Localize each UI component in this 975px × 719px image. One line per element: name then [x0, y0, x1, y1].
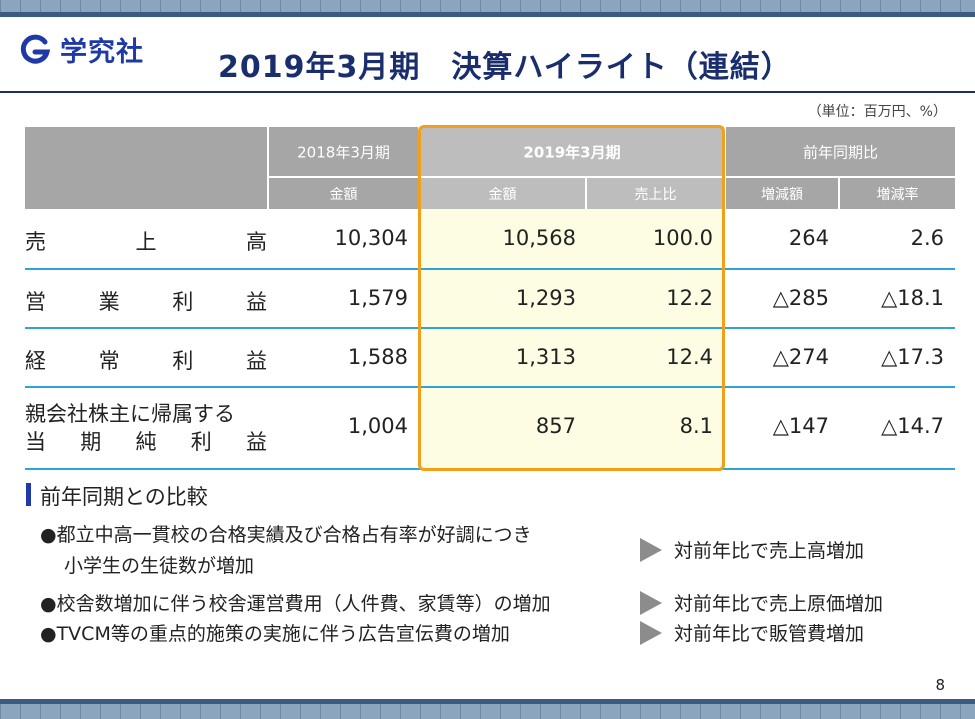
- row-label-operating-profit: 営業利益: [25, 290, 267, 314]
- highlight-frame-2019: [418, 125, 725, 471]
- table-header-corner: [25, 127, 267, 209]
- cell-op-rate: △18.1: [881, 286, 944, 310]
- header-2019: 2019年3月期: [523, 143, 621, 161]
- cell-op-2019: 1,293: [515, 286, 576, 310]
- header-2019-bg: [420, 127, 724, 209]
- subheader-change: 増減額: [726, 178, 838, 209]
- highlight-2019-body: [420, 209, 724, 469]
- cell-net-2019: 857: [535, 414, 576, 438]
- cell-op-ratio: 12.2: [666, 286, 713, 310]
- cell-op-change: △285: [772, 286, 829, 310]
- logo-mark-icon: [20, 34, 51, 64]
- title-rule: [0, 91, 975, 93]
- header-separator-v: [585, 178, 587, 209]
- subheader-change-rate: 増減率: [840, 178, 955, 209]
- subheader-sales-ratio: 売上比: [634, 186, 677, 203]
- bottom-decor-line: [0, 699, 975, 704]
- header-separator: [269, 176, 955, 178]
- logo-text: 学究社: [60, 37, 144, 68]
- bottom-decor-band: [0, 704, 975, 719]
- cell-sales-change: 264: [788, 226, 829, 250]
- cell-sales-rate: 2.6: [910, 226, 944, 250]
- section-marker: [26, 483, 31, 506]
- header-yoy: 前年同期比: [726, 127, 955, 176]
- row-divider: [25, 386, 955, 388]
- cell-sales-2019: 10,568: [502, 226, 576, 250]
- row-divider: [25, 268, 955, 270]
- cell-ord-rate: △17.3: [881, 345, 944, 369]
- comparison-item-2: ●校舎数増加に伴う校舎運営費用（人件費、家賃等）の増加: [40, 593, 551, 615]
- section-title: 前年同期との比較: [40, 485, 208, 509]
- comparison-item-3: ●TVCM等の重点的施策の実施に伴う広告宣伝費の増加: [40, 623, 510, 645]
- comparison-result-3: 対前年比で販管費増加: [640, 619, 864, 646]
- cell-ord-ratio: 12.4: [666, 345, 713, 369]
- top-decor-line: [0, 12, 975, 17]
- row-label-net-income: 親会社株主に帰属する 当期純利益: [25, 402, 267, 454]
- cell-sales-2018: 10,304: [334, 226, 408, 250]
- row-label-net-income-line1: 親会社株主に帰属する: [25, 402, 235, 426]
- cell-net-change: △147: [772, 414, 829, 438]
- arrow-right-icon: [640, 537, 662, 562]
- top-decor-band: [0, 0, 975, 12]
- cell-net-rate: △14.7: [881, 414, 944, 438]
- subheader-amount-2018: 金額: [269, 178, 418, 209]
- comparison-item-1-cont: 小学生の生徒数が増加: [64, 555, 255, 577]
- unit-note: （単位：百万円、%）: [807, 104, 947, 120]
- subheader-amount-2019: 金額: [488, 186, 517, 203]
- arrow-right-icon: [640, 620, 662, 645]
- comparison-result-1: 対前年比で売上高増加: [640, 536, 864, 563]
- row-label-ordinary-profit: 経常利益: [25, 349, 267, 373]
- cell-op-2018: 1,579: [347, 286, 408, 310]
- cell-ord-2019: 1,313: [515, 345, 576, 369]
- company-logo: 学究社: [18, 30, 144, 69]
- header-2018: 2018年3月期: [269, 127, 418, 176]
- cell-sales-ratio: 100.0: [652, 226, 713, 250]
- comparison-item-1: ●都立中高一貫校の合格実績及び合格占有率が好調につき: [40, 524, 532, 546]
- cell-net-2018: 1,004: [347, 414, 408, 438]
- row-divider: [25, 327, 955, 329]
- cell-ord-2018: 1,588: [347, 345, 408, 369]
- row-label-sales: 売上高: [25, 230, 267, 254]
- arrow-right-icon: [640, 590, 662, 615]
- page-number: 8: [935, 676, 945, 694]
- page-title: 2019年3月期 決算ハイライト（連結）: [218, 50, 792, 85]
- cell-net-ratio: 8.1: [679, 414, 713, 438]
- comparison-result-2: 対前年比で売上原価増加: [640, 589, 883, 616]
- cell-ord-change: △274: [772, 345, 829, 369]
